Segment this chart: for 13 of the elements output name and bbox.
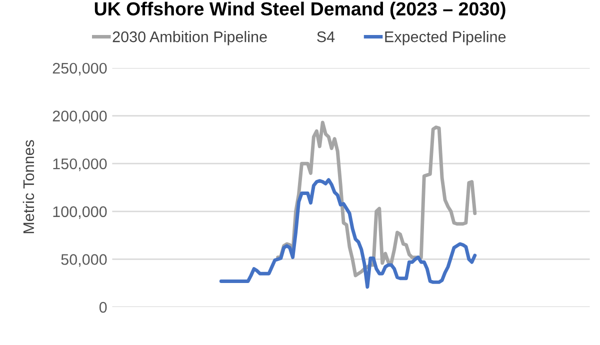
chart-title: UK Offshore Wind Steel Demand (2023 – 2030) (94, 2, 506, 20)
y-tick-label: 200,000 (52, 110, 107, 124)
legend-label: Expected Pipeline (385, 31, 506, 46)
y-axis-title: Metric Tonnes (22, 140, 34, 234)
y-tick-label: 50,000 (61, 254, 107, 267)
y-tick-label: 250,000 (52, 62, 107, 76)
y-tick-label: 0 (99, 302, 107, 313)
y-tick-label: 150,000 (53, 158, 107, 172)
line-series (276, 120, 477, 278)
text: S4 (317, 31, 335, 42)
legend-label: 2030 Ambition Pipeline (112, 31, 267, 46)
y-tick-label: 100,000 (53, 206, 107, 219)
line-series (219, 178, 477, 289)
